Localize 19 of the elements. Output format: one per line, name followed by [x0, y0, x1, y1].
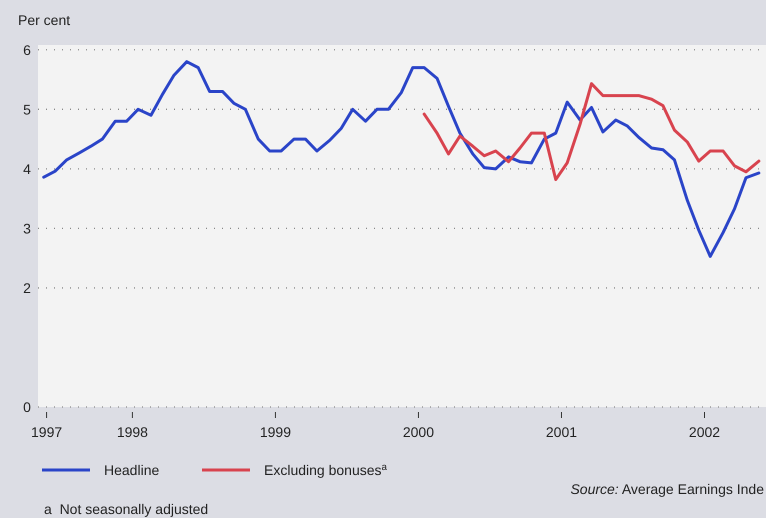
- x-tick-label: 1998: [116, 424, 148, 440]
- x-tick-label: 1999: [260, 424, 292, 440]
- y-tick-label: 5: [23, 101, 32, 118]
- source-note: Source: Average Earnings Inde: [570, 481, 764, 497]
- x-tick-label: 2000: [402, 424, 434, 440]
- y-tick-label: 4: [23, 160, 32, 177]
- x-tick-label: 1997: [31, 424, 62, 440]
- x-tick-label: 2001: [546, 424, 578, 440]
- line-series: [422, 82, 760, 182]
- y-tick-label: 2: [23, 280, 32, 296]
- legend-label: Excluding bonuses$^{a}$: [264, 462, 388, 478]
- y-tick-label: 6: [23, 42, 32, 58]
- x-tick-label: 2002: [688, 424, 720, 440]
- y-tick-label: 0: [23, 399, 32, 415]
- text: a Not seasonally adjusted: [44, 501, 208, 517]
- y-axis-title: Per cent: [18, 12, 70, 28]
- y-tick-label: 3: [23, 220, 32, 236]
- legend-label: Headline: [104, 462, 160, 478]
- line-series: [42, 60, 760, 258]
